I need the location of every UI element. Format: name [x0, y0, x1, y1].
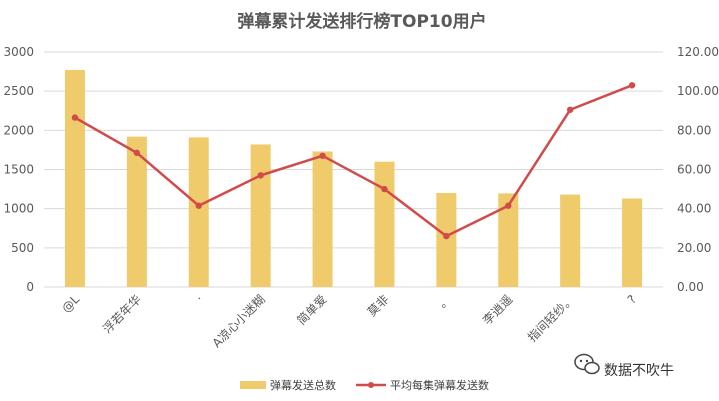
- category-label: @L: [59, 292, 82, 315]
- left-tick-label: 3000: [3, 45, 34, 59]
- legend: 弹幕发送总数 平均每集弹幕发送数: [240, 378, 489, 392]
- left-tick-label: 1000: [3, 202, 34, 216]
- line-point: [195, 202, 202, 209]
- right-tick-label: 60.00: [677, 163, 711, 177]
- line-point: [257, 172, 264, 179]
- bar: [312, 151, 333, 287]
- wechat-logo-icon: [574, 353, 600, 375]
- bar: [498, 193, 519, 287]
- legend-line-label: 平均每集弹幕发送数: [390, 378, 489, 392]
- line-point: [319, 152, 326, 159]
- line-series: [71, 82, 636, 240]
- line-point: [443, 232, 450, 240]
- left-tick-label: 0: [26, 280, 34, 294]
- bar: [560, 194, 581, 287]
- category-label: 莫非: [365, 292, 392, 319]
- bar: [250, 144, 271, 287]
- left-tick-label: 1500: [3, 163, 34, 177]
- bar: [436, 193, 457, 287]
- left-tick-label: 500: [11, 241, 34, 255]
- category-label: A凉心小迷糊: [209, 292, 268, 351]
- category-label: 简单爱: [294, 292, 329, 327]
- category-label: ?: [625, 292, 639, 306]
- right-tick-label: 80.00: [677, 123, 711, 137]
- left-tick-label: 2500: [3, 84, 34, 98]
- line-path: [74, 84, 633, 238]
- line-point: [628, 82, 636, 89]
- left-tick-label: 2000: [3, 123, 34, 137]
- left-axis-ticks: 0 500 1000 1500 2000 2500 3000: [3, 45, 34, 294]
- watermark-text: 数据不吹牛: [604, 363, 674, 379]
- category-label: ·: [193, 292, 206, 305]
- bar: [64, 70, 85, 288]
- right-tick-label: 40.00: [677, 202, 711, 216]
- category-labels: @L 浮若年华 · A凉心小迷糊 简单爱 莫非 。 李逍遥 指间轻纱。?: [59, 292, 639, 351]
- category-label: 。: [435, 292, 453, 310]
- right-tick-label: 0.00: [677, 280, 704, 294]
- right-tick-label: 20.00: [677, 241, 711, 255]
- legend-line-marker: [368, 382, 374, 388]
- line-point: [133, 149, 141, 157]
- right-tick-label: 100.00: [677, 84, 719, 98]
- chart-title: 弹幕累计发送排行榜TOP10用户: [237, 11, 486, 32]
- bar: [126, 136, 147, 287]
- bar-series: [64, 70, 643, 288]
- bar: [622, 198, 643, 287]
- line-point: [381, 185, 388, 193]
- legend-bar-swatch: [240, 381, 266, 389]
- right-tick-label: 120.00: [677, 45, 719, 59]
- line-point: [566, 106, 574, 113]
- bar: [188, 137, 209, 287]
- category-label: 指间轻纱。: [524, 292, 577, 345]
- watermark: 数据不吹牛: [574, 353, 674, 379]
- bar: [374, 161, 395, 287]
- right-axis-ticks: 0.00 20.00 40.00 60.00 80.00 100.00 120.00: [677, 45, 719, 294]
- legend-bar-label: 弹幕发送总数: [270, 378, 336, 392]
- line-point: [71, 114, 79, 121]
- category-label: 李逍遥: [479, 292, 515, 328]
- category-label: 浮若年华: [100, 292, 144, 336]
- line-point: [505, 202, 512, 209]
- grid-lines: [44, 51, 663, 288]
